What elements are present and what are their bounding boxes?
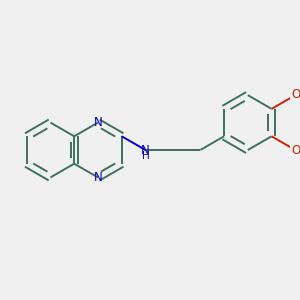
Text: N: N — [141, 143, 150, 157]
Text: N: N — [94, 116, 102, 129]
Text: H: H — [142, 152, 149, 161]
Text: N: N — [94, 171, 102, 184]
Text: O: O — [291, 88, 300, 101]
Text: O: O — [291, 144, 300, 157]
